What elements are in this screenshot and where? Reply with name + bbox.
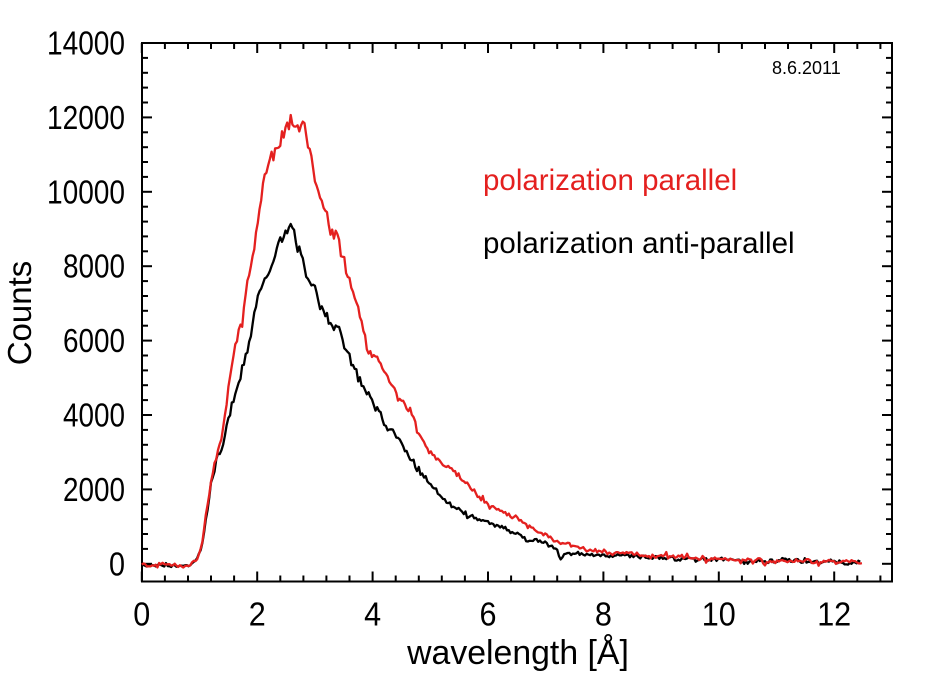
svg-text:2000: 2000 bbox=[63, 471, 125, 508]
svg-text:6000: 6000 bbox=[63, 322, 125, 359]
svg-text:6: 6 bbox=[480, 596, 497, 633]
svg-text:10: 10 bbox=[702, 596, 736, 633]
svg-text:4: 4 bbox=[364, 596, 381, 633]
svg-text:4000: 4000 bbox=[63, 397, 125, 434]
svg-text:12000: 12000 bbox=[47, 99, 125, 136]
svg-text:12: 12 bbox=[817, 596, 851, 633]
svg-text:8: 8 bbox=[595, 596, 612, 633]
svg-text:0: 0 bbox=[133, 596, 150, 633]
svg-text:2: 2 bbox=[249, 596, 266, 633]
svg-text:wavelength [Å]: wavelength [Å] bbox=[406, 634, 629, 672]
svg-text:polarization anti-parallel: polarization anti-parallel bbox=[483, 227, 795, 260]
svg-text:polarization parallel: polarization parallel bbox=[483, 164, 737, 197]
svg-text:Counts: Counts bbox=[1, 261, 38, 366]
svg-text:8.6.2011: 8.6.2011 bbox=[772, 58, 841, 78]
svg-text:14000: 14000 bbox=[47, 25, 125, 62]
svg-text:0: 0 bbox=[109, 545, 125, 582]
svg-text:10000: 10000 bbox=[47, 173, 125, 210]
svg-text:8000: 8000 bbox=[63, 248, 125, 285]
